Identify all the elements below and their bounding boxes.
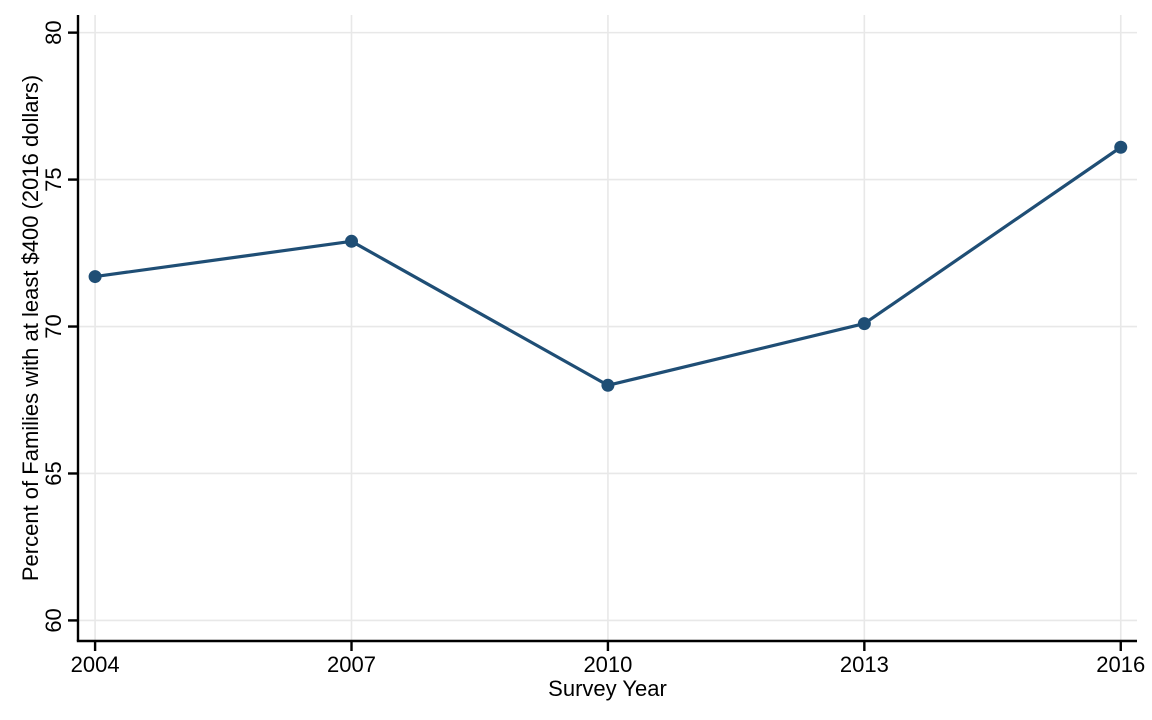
y-tick-label: 65 <box>41 461 66 485</box>
x-tick-label: 2016 <box>1096 652 1145 677</box>
x-tick-label: 2007 <box>327 652 376 677</box>
data-point <box>601 378 615 392</box>
data-point <box>345 234 359 248</box>
y-tick-label: 70 <box>41 314 66 338</box>
x-tick-label: 2004 <box>71 652 120 677</box>
x-axis-title: Survey Year <box>548 676 667 701</box>
y-tick-label: 75 <box>41 167 66 191</box>
x-tick-label: 2013 <box>840 652 889 677</box>
y-axis-title: Percent of Families with at least $400 (… <box>18 75 43 581</box>
data-point <box>857 317 871 331</box>
data-point <box>88 270 102 284</box>
y-tick-label: 80 <box>41 20 66 44</box>
x-tick-label: 2010 <box>583 652 632 677</box>
label-layer: 60 65 70 75 80 2004 2007 2010 2013 2016 Survey Yea… <box>18 20 1145 701</box>
data-point <box>1114 140 1128 154</box>
axis-layer <box>68 15 1137 651</box>
grid-layer <box>78 15 1137 641</box>
data-layer <box>88 140 1128 392</box>
y-tick-label: 60 <box>41 608 66 632</box>
